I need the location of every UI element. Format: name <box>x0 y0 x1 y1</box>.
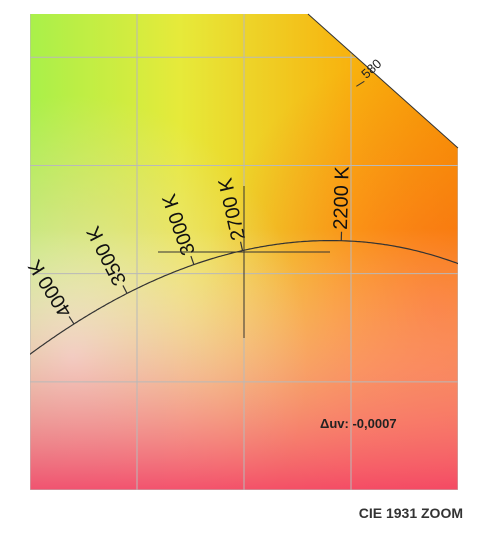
planckian-locus-curve <box>30 240 458 389</box>
chart-title: CIE 1931 ZOOM <box>359 505 463 521</box>
cct-label: 2200 K <box>330 165 354 230</box>
cct-tick <box>190 255 195 265</box>
cct-tick <box>239 241 244 251</box>
cct-tick <box>68 316 75 325</box>
spectral-locus-edge <box>307 13 459 149</box>
spectral-tick-580 <box>356 80 365 87</box>
duv-readout: Δuv: -0,0007 <box>320 416 397 431</box>
cct-tick <box>122 285 128 294</box>
